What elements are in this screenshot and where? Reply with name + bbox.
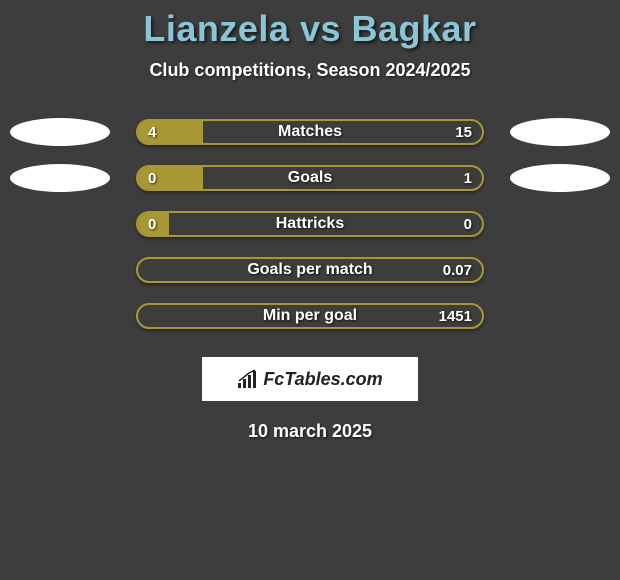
- stat-label: Goals per match: [138, 259, 482, 281]
- team-left-badge: [10, 118, 110, 146]
- stat-label: Goals: [138, 167, 482, 189]
- stat-bar: Hattricks0 0: [136, 211, 484, 237]
- stat-row: Goals0 1: [0, 155, 620, 201]
- stat-value-right: 0.07: [443, 259, 472, 281]
- comparison-card: Lianzela vs Bagkar Club competitions, Se…: [0, 0, 620, 442]
- stat-value-left: 0: [148, 213, 156, 235]
- stat-value-left: 4: [148, 121, 156, 143]
- team-left-badge: [10, 164, 110, 192]
- date-text: 10 march 2025: [0, 421, 620, 442]
- page-title: Lianzela vs Bagkar: [0, 8, 620, 50]
- stat-value-right: 15: [455, 121, 472, 143]
- stat-row: Matches4 15: [0, 109, 620, 155]
- logo-inner: FcTables.com: [237, 369, 382, 390]
- logo-box[interactable]: FcTables.com: [202, 357, 418, 401]
- stats-area: Matches415Goals01Hattricks00Goals per ma…: [0, 109, 620, 339]
- stat-row: Hattricks0 0: [0, 201, 620, 247]
- subtitle: Club competitions, Season 2024/2025: [0, 60, 620, 81]
- stat-row: Min per goal1451: [0, 293, 620, 339]
- stat-value-right: 0: [464, 213, 472, 235]
- logo-text: FcTables.com: [263, 369, 382, 390]
- stat-label: Matches: [138, 121, 482, 143]
- stat-value-right: 1: [464, 167, 472, 189]
- stat-bar: Goals per match0.07: [136, 257, 484, 283]
- stat-value-left: 0: [148, 167, 156, 189]
- stat-label: Min per goal: [138, 305, 482, 327]
- chart-icon: [237, 369, 259, 389]
- stat-bar: Min per goal1451: [136, 303, 484, 329]
- stat-value-right: 1451: [439, 305, 472, 327]
- stat-bar: Goals0 1: [136, 165, 484, 191]
- team-right-badge: [510, 164, 610, 192]
- stat-label: Hattricks: [138, 213, 482, 235]
- team-right-badge: [510, 118, 610, 146]
- stat-row: Goals per match0.07: [0, 247, 620, 293]
- stat-bar: Matches4 15: [136, 119, 484, 145]
